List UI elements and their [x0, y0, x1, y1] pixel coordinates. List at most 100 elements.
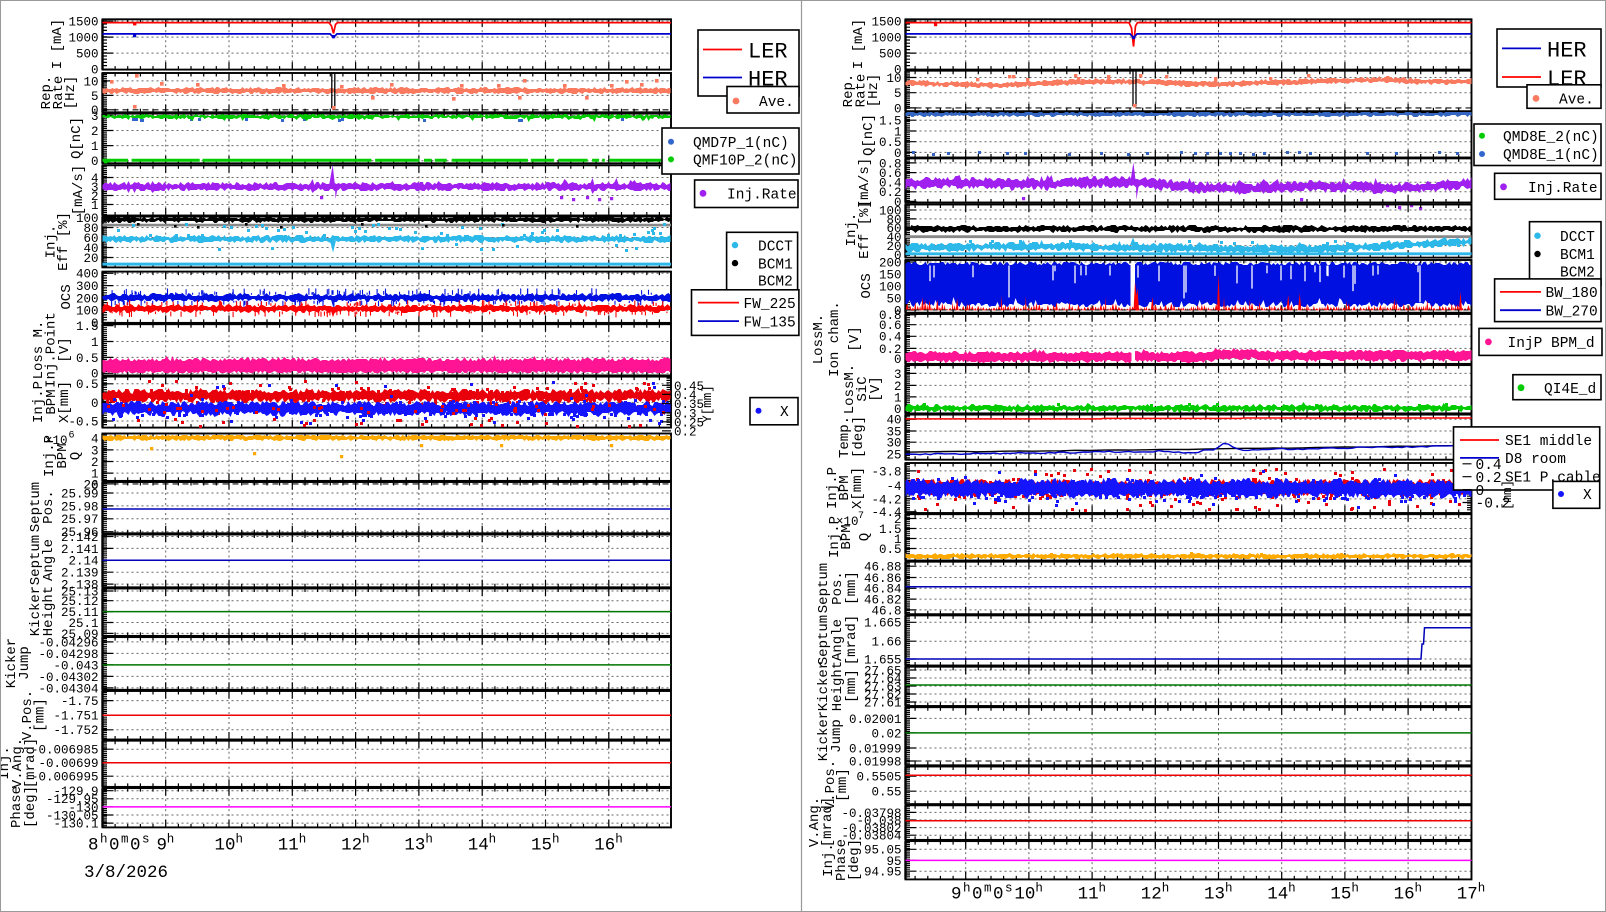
svg-text:[mrad]: [mrad] [820, 797, 836, 847]
svg-text:2: 2 [91, 125, 99, 139]
svg-text:200: 200 [76, 292, 99, 306]
svg-text:Rate: Rate [854, 74, 870, 108]
svg-text:[V]: [V] [57, 337, 73, 362]
svg-text:5: 5 [91, 90, 99, 104]
svg-text:Kicker: Kicker [816, 661, 832, 711]
svg-text:Inj.Rate: Inj.Rate [727, 188, 797, 204]
svg-text:FW_135: FW_135 [744, 315, 796, 331]
svg-text:0: 0 [972, 885, 983, 905]
svg-text:I [mA]: I [mA] [851, 19, 867, 69]
svg-text:2.141: 2.141 [61, 543, 99, 557]
svg-text:2: 2 [91, 190, 99, 204]
svg-text:0: 0 [109, 836, 120, 856]
svg-text:BPM: BPM [839, 524, 855, 549]
svg-text:1.5: 1.5 [879, 115, 902, 129]
svg-text:QMF10P_2(nC): QMF10P_2(nC) [693, 154, 797, 170]
svg-text:Inj.P: Inj.P [825, 467, 841, 509]
svg-text:-1.752: -1.752 [53, 724, 98, 738]
svg-text:1500: 1500 [871, 16, 901, 30]
svg-text:3: 3 [91, 444, 99, 458]
svg-text:25: 25 [886, 449, 901, 463]
svg-text:2.138: 2.138 [61, 579, 99, 593]
svg-text:80: 80 [83, 222, 98, 236]
svg-text:Height: Height [41, 586, 57, 636]
svg-text:h: h [1288, 882, 1296, 896]
svg-text:[Hz]: [Hz] [63, 76, 79, 110]
svg-text:-130.05: -130.05 [46, 809, 99, 823]
svg-text:0.5: 0.5 [879, 543, 902, 557]
svg-text:-4.4: -4.4 [871, 506, 901, 520]
svg-text:46.82: 46.82 [864, 594, 902, 608]
svg-text:OCS: OCS [59, 284, 75, 309]
svg-text:1500: 1500 [68, 16, 98, 30]
svg-text:Inj.P: Inj.P [827, 516, 843, 558]
svg-text:Jump: Jump [17, 646, 33, 680]
svg-text:25.11: 25.11 [61, 606, 99, 620]
svg-text:0.5505: 0.5505 [856, 771, 901, 785]
svg-text:150: 150 [879, 268, 902, 282]
svg-text:-0.043: -0.043 [53, 659, 98, 673]
svg-text:100: 100 [879, 204, 902, 218]
svg-text:QMD8E_1(nC): QMD8E_1(nC) [1503, 148, 1599, 164]
svg-text:20: 20 [83, 252, 98, 266]
svg-text:11: 11 [1078, 885, 1099, 905]
svg-text:0: 0 [91, 479, 99, 493]
svg-text:10: 10 [886, 72, 901, 86]
svg-text:0.01999: 0.01999 [849, 742, 902, 756]
svg-text:200: 200 [879, 256, 902, 270]
svg-text:1: 1 [894, 125, 902, 139]
svg-text:Rep.: Rep. [39, 76, 55, 110]
svg-text:Ave.: Ave. [1559, 93, 1594, 109]
svg-text:Inj.: Inj. [821, 843, 837, 877]
svg-text:3/8/2026: 3/8/2026 [84, 863, 168, 883]
svg-text:94.95: 94.95 [864, 866, 902, 880]
svg-text:40: 40 [886, 414, 901, 428]
svg-text:h: h [1099, 882, 1107, 896]
svg-text:-0.03804: -0.03804 [841, 830, 901, 844]
svg-text:DCCT: DCCT [758, 239, 793, 255]
svg-text:[mA/s]: [mA/s] [71, 165, 87, 215]
svg-text:1.5: 1.5 [76, 320, 99, 334]
svg-text:0.35: 0.35 [674, 398, 704, 412]
svg-text:1: 1 [91, 140, 99, 154]
svg-text:300: 300 [76, 280, 99, 294]
svg-text:[mA/s]: [mA/s] [857, 158, 873, 208]
svg-text:-4.2: -4.2 [871, 493, 901, 507]
svg-text:60: 60 [886, 222, 901, 236]
svg-text:17: 17 [1457, 885, 1478, 905]
svg-text:Q[nC]: Q[nC] [861, 114, 877, 156]
svg-text:-0.03802: -0.03802 [841, 822, 901, 836]
svg-text:46.8: 46.8 [871, 604, 901, 618]
svg-text:V.Pos.: V.Pos. [823, 760, 839, 810]
svg-text:FW_225: FW_225 [744, 297, 796, 313]
svg-text:Loss M.: Loss M. [31, 321, 47, 380]
svg-text:25.09: 25.09 [61, 628, 99, 642]
svg-text:Inj.P: Inj.P [42, 435, 58, 477]
svg-text:h: h [615, 833, 623, 847]
svg-text:BCM2: BCM2 [1560, 266, 1595, 282]
svg-text:[mm]: [mm] [33, 698, 49, 732]
svg-text:0.4: 0.4 [879, 177, 902, 191]
svg-text:Height: Height [830, 661, 846, 711]
svg-text:0: 0 [91, 155, 99, 169]
svg-text:0.02001: 0.02001 [849, 713, 902, 727]
svg-text:-0.006995: -0.006995 [31, 771, 99, 785]
svg-text:-1.75: -1.75 [61, 695, 99, 709]
svg-text:25.96: 25.96 [61, 526, 99, 540]
svg-text:Q[nC]: Q[nC] [69, 117, 85, 159]
svg-text:25.12: 25.12 [61, 595, 99, 609]
svg-text:Inj.Point: Inj.Point [44, 312, 60, 388]
svg-text:0: 0 [130, 836, 141, 856]
svg-text:-1.751: -1.751 [53, 710, 98, 724]
svg-text:0: 0 [894, 64, 902, 78]
svg-text:11: 11 [278, 836, 299, 856]
svg-text:27.62: 27.62 [864, 688, 902, 702]
svg-text:BPM: BPM [55, 443, 71, 468]
svg-text:0.3: 0.3 [674, 407, 697, 421]
svg-text:Septum: Septum [28, 482, 44, 532]
svg-text:QMD7P_1(nC): QMD7P_1(nC) [693, 136, 789, 152]
svg-text:h: h [1035, 882, 1043, 896]
svg-text:Y[mm]: Y[mm] [701, 385, 715, 423]
svg-text:X: X [1583, 488, 1592, 504]
svg-text:0.2: 0.2 [879, 343, 902, 357]
